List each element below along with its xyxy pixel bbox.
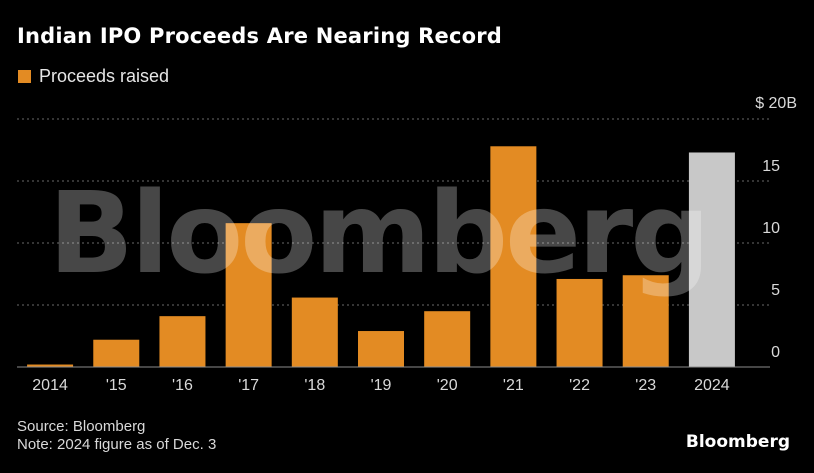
- bars: [27, 146, 735, 367]
- bar: [27, 364, 74, 367]
- y-axis-labels: 0 5 10 15 $ 20B: [755, 95, 797, 361]
- bar: [490, 146, 537, 367]
- y-tick-label: 15: [762, 158, 780, 175]
- source-note: Source: Bloomberg: [17, 418, 146, 435]
- x-tick-label: '20: [437, 377, 458, 394]
- bar: [556, 278, 603, 367]
- x-tick-label: '16: [172, 377, 193, 394]
- x-tick-label: '17: [238, 377, 259, 394]
- y-tick-label: 10: [762, 220, 780, 237]
- x-tick-label: '22: [569, 377, 590, 394]
- bar: [225, 223, 272, 367]
- footer: Source: Bloomberg Note: 2024 figure as o…: [17, 418, 216, 454]
- y-tick-label: 0: [771, 344, 780, 361]
- legend-swatch: [18, 70, 31, 83]
- x-tick-label: '15: [106, 377, 127, 394]
- x-tick-label: '21: [503, 377, 524, 394]
- legend: Proceeds raised: [18, 66, 169, 87]
- x-tick-label: 2024: [694, 377, 730, 394]
- watermark: Bloomberg: [49, 169, 708, 299]
- bar: [622, 275, 669, 367]
- y-tick-label: 5: [771, 282, 780, 299]
- bloomberg-logo: Bloomberg: [685, 432, 790, 452]
- bar: [358, 331, 404, 367]
- bar: [291, 297, 338, 367]
- gridlines: [17, 118, 770, 306]
- y-tick-label: $ 20B: [755, 95, 797, 112]
- footnote: Note: 2024 figure as of Dec. 3: [17, 436, 217, 453]
- bar: [424, 311, 471, 367]
- legend-label: Proceeds raised: [39, 66, 170, 86]
- chart-title: Indian IPO Proceeds Are Nearing Record: [17, 24, 503, 48]
- bar: [159, 316, 206, 367]
- x-tick-label: 2014: [32, 377, 68, 394]
- x-tick-label: '19: [371, 377, 392, 394]
- x-tick-label: '23: [635, 377, 656, 394]
- bar: [93, 339, 140, 367]
- x-tick-label: '18: [304, 377, 325, 394]
- bar: [688, 152, 735, 367]
- x-axis-labels: 2014 '15 '16 '17 '18 '19 '20 '21 '22 '23 2024: [32, 377, 730, 394]
